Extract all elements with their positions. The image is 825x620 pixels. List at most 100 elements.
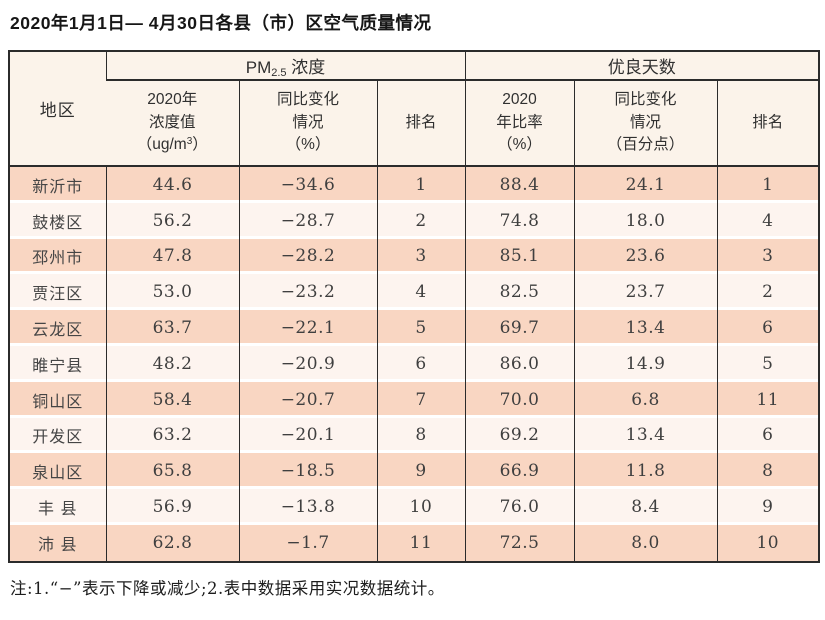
cell-pm-value: 63.7 [105,310,239,346]
cell-days-ratio: 82.5 [464,274,574,311]
cell-days-change: 18.0 [573,202,717,239]
cell-days-ratio: 86.0 [464,345,574,382]
header-pm-value-line3: （ug/m3） [106,134,239,156]
sub-header-row: 2020年 浓度值 （ug/m3） 同比变化 情况 （%） 排名 2020 年比… [9,80,820,167]
cell-area: 贾汪区 [9,274,106,311]
cell-pm-rank: 6 [376,345,465,382]
header-days-ratio-line2: 年比率 [496,113,543,131]
cell-area: 丰 县 [9,489,106,525]
cell-days-change: 8.4 [573,489,717,525]
cell-area: 开发区 [9,417,106,454]
cell-days-change: 6.8 [573,381,717,418]
cell-days-ratio: 85.1 [464,238,574,275]
cell-days-ratio: 69.2 [464,417,574,454]
pm-subscript: 2.5 [271,66,287,79]
cell-pm-rank: 5 [376,310,465,346]
header-pm-change-line3: （%） [285,136,331,154]
cell-days-rank: 6 [716,310,820,346]
table-row: 云龙区 63.7 −22.1 5 69.7 13.4 6 [9,310,820,346]
cell-days-ratio: 69.7 [464,310,574,346]
table-row: 睢宁县 48.2 −20.9 6 86.0 14.9 5 [9,345,820,382]
table-row: 开发区 63.2 −20.1 8 69.2 13.4 6 [9,417,820,454]
cell-pm-value: 47.8 [105,238,239,275]
header-pm25-group: PM2.5 浓度 [105,51,465,81]
cell-pm-rank: 7 [376,381,465,418]
header-pm-value-line2: 浓度值 [148,113,196,131]
header-days-ratio-line1: 2020 [502,91,537,109]
cell-pm-change: −20.7 [238,381,377,418]
cell-pm-change: −22.1 [238,310,377,346]
group-header-row: 地区 PM2.5 浓度 优良天数 [9,51,820,167]
pm-label: PM [245,57,272,77]
pm-group-suffix: 浓度 [286,57,326,77]
cell-pm-rank: 9 [376,453,465,490]
table-row: 鼓楼区 56.2 −28.7 2 74.8 18.0 4 [9,202,820,239]
table-row: 贾汪区 53.0 −23.2 4 82.5 23.7 2 [9,274,820,311]
cell-days-change: 23.6 [573,238,717,275]
unit-prefix: （ug/m [136,136,187,154]
header-days-change: 同比变化 情况 （百分点） [573,80,717,167]
header-days-change-line1: 同比变化 [614,91,677,109]
header-days-ratio: 2020 年比率 （%） [464,80,574,167]
cell-pm-change: −20.1 [238,417,377,454]
header-area: 地区 [9,51,106,167]
cell-days-change: 13.4 [573,310,717,346]
cell-pm-rank: 3 [376,238,465,275]
cell-days-rank: 3 [716,238,820,275]
header-pm-rank: 排名 [376,80,465,167]
cell-days-ratio: 76.0 [464,489,574,525]
cell-pm-rank: 11 [376,524,465,562]
cell-pm-value: 65.8 [105,453,239,490]
header-pm-value-line1: 2020年 [147,91,198,109]
cell-days-rank: 1 [716,166,820,203]
table-header: 地区 PM2.5 浓度 优良天数 2020年 浓度值 （ug/m3） 同比变化 … [9,51,820,167]
cell-pm-value: 44.6 [105,166,239,203]
cell-pm-rank: 4 [376,274,465,311]
cell-days-ratio: 88.4 [464,166,574,203]
cell-area: 鼓楼区 [9,202,106,239]
table-row: 新沂市 44.6 −34.6 1 88.4 24.1 1 [9,166,820,203]
cell-days-change: 13.4 [573,417,717,454]
cell-pm-rank: 8 [376,417,465,454]
cell-pm-change: −28.7 [238,202,377,239]
cell-pm-rank: 10 [376,489,465,525]
cell-days-ratio: 74.8 [464,202,574,239]
cell-pm-value: 53.0 [105,274,239,311]
table-row: 铜山区 58.4 −20.7 7 70.0 6.8 11 [9,381,820,418]
cell-pm-change: −20.9 [238,345,377,382]
header-days-ratio-line3: （%） [497,136,542,154]
cell-pm-rank: 2 [376,202,465,239]
table-row: 丰 县 56.9 −13.8 10 76.0 8.4 9 [9,489,820,525]
air-quality-table: 地区 PM2.5 浓度 优良天数 2020年 浓度值 （ug/m3） 同比变化 … [8,50,821,563]
cell-days-rank: 6 [716,417,820,454]
cell-pm-change: −23.2 [238,274,377,311]
header-pm-change: 同比变化 情况 （%） [238,80,377,167]
cell-pm-change: −18.5 [238,453,377,490]
header-pm-change-line2: 情况 [292,113,324,131]
cell-days-change: 8.0 [573,524,717,562]
header-pm-change-line1: 同比变化 [276,91,339,109]
table-row: 沛 县 62.8 −1.7 11 72.5 8.0 10 [9,524,820,562]
cell-days-rank: 8 [716,453,820,490]
cell-days-rank: 4 [716,202,820,239]
table-row: 泉山区 65.8 −18.5 9 66.9 11.8 8 [9,453,820,490]
unit-superscript: 3 [186,136,193,148]
cell-days-change: 14.9 [573,345,717,382]
cell-days-ratio: 70.0 [464,381,574,418]
cell-pm-change: −13.8 [238,489,377,525]
cell-area: 沛 县 [9,524,106,562]
cell-days-rank: 9 [716,489,820,525]
cell-days-rank: 5 [716,345,820,382]
cell-days-change: 11.8 [573,453,717,490]
cell-area: 泉山区 [9,453,106,490]
header-pm-value: 2020年 浓度值 （ug/m3） [106,80,239,167]
cell-pm-value: 63.2 [105,417,239,454]
cell-days-ratio: 66.9 [464,453,574,490]
header-days-change-line2: 情况 [629,113,661,131]
footnote: 注:1.“−”表示下降或减少;2.表中数据采用实况数据统计。 [10,578,445,598]
cell-pm-value: 56.9 [105,489,239,525]
unit-suffix: ） [192,136,208,154]
cell-pm-value: 56.2 [105,202,239,239]
cell-pm-value: 58.4 [105,381,239,418]
cell-days-rank: 2 [716,274,820,311]
